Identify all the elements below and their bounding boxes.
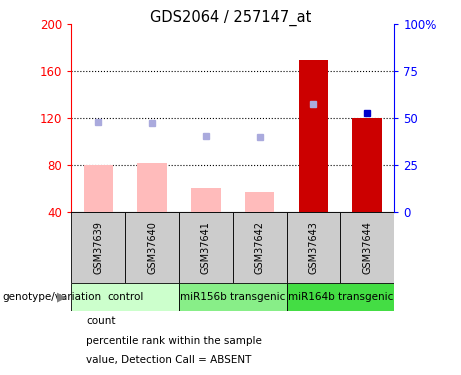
Text: miR164b transgenic: miR164b transgenic bbox=[288, 292, 393, 302]
Text: GDS2064 / 257147_at: GDS2064 / 257147_at bbox=[150, 9, 311, 26]
Bar bbox=[71, 212, 125, 283]
Text: miR156b transgenic: miR156b transgenic bbox=[180, 292, 285, 302]
Bar bbox=[233, 212, 287, 283]
Text: ▶: ▶ bbox=[57, 291, 67, 304]
Bar bbox=[179, 212, 233, 283]
Text: GSM37643: GSM37643 bbox=[308, 221, 319, 274]
Bar bbox=[179, 283, 287, 311]
Text: GSM37642: GSM37642 bbox=[254, 221, 265, 274]
Text: genotype/variation: genotype/variation bbox=[2, 292, 101, 302]
Bar bbox=[287, 212, 340, 283]
Bar bbox=[340, 212, 394, 283]
Bar bbox=[353, 118, 382, 212]
Text: control: control bbox=[107, 292, 143, 302]
Text: GSM37639: GSM37639 bbox=[93, 221, 103, 274]
Text: GSM37644: GSM37644 bbox=[362, 221, 372, 274]
Bar bbox=[83, 165, 113, 212]
Bar bbox=[299, 60, 328, 212]
Bar bbox=[245, 192, 274, 212]
Bar bbox=[137, 163, 167, 212]
Text: GSM37640: GSM37640 bbox=[147, 221, 157, 274]
Bar bbox=[287, 283, 394, 311]
Bar bbox=[71, 283, 179, 311]
Text: count: count bbox=[86, 316, 116, 326]
Bar bbox=[125, 212, 179, 283]
Text: percentile rank within the sample: percentile rank within the sample bbox=[86, 336, 262, 346]
Text: value, Detection Call = ABSENT: value, Detection Call = ABSENT bbox=[86, 356, 252, 365]
Bar bbox=[191, 188, 221, 212]
Text: GSM37641: GSM37641 bbox=[201, 221, 211, 274]
